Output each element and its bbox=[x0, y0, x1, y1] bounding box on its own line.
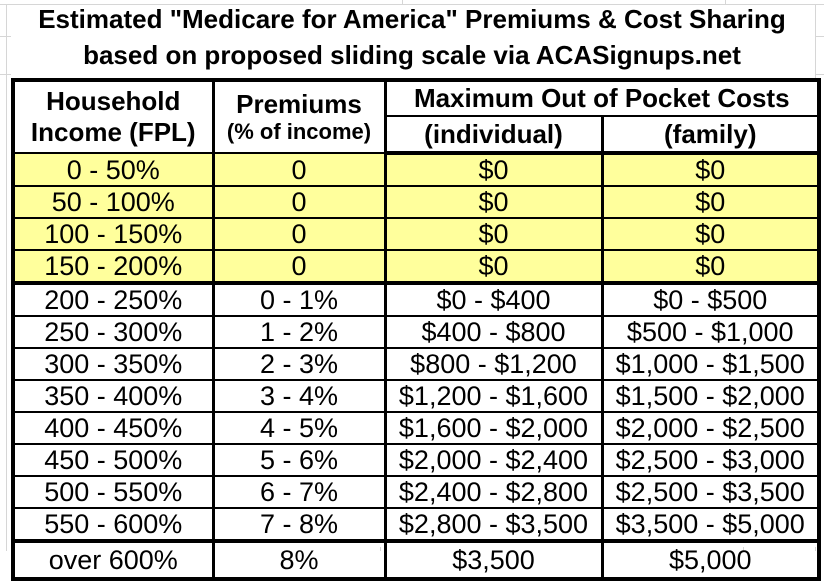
table-cell: 0 - 1% bbox=[211, 282, 387, 317]
table-cell: 250 - 300% bbox=[11, 315, 215, 349]
table-cell: $1,500 - $2,000 bbox=[600, 379, 821, 413]
premiums-label: Premiums bbox=[236, 88, 362, 119]
table-cell: $0 bbox=[600, 185, 821, 219]
table-title: Estimated "Medicare for America" Premium… bbox=[38, 4, 786, 34]
spreadsheet-gridline bbox=[402, 0, 403, 4]
column-header-family: (family) bbox=[600, 115, 821, 155]
table-cell: $2,500 - $3,500 bbox=[600, 475, 821, 509]
table-row: 350 - 400% 3 - 4% $1,200 - $1,600 $1,500 - … bbox=[11, 379, 821, 413]
column-header-household-income: Household Income (FPL) bbox=[11, 79, 215, 154]
header-row-top: Household Income (FPL) Premiums (% of in… bbox=[11, 79, 821, 154]
table-header: Household Income (FPL) Premiums (% of in… bbox=[11, 79, 821, 155]
table-cell: 8% bbox=[211, 540, 387, 580]
table-row: 450 - 500% 5 - 6% $2,000 - $2,400 $2,500 - … bbox=[11, 443, 821, 477]
table-cell: 0 bbox=[211, 185, 387, 219]
table-cell: $2,400 - $2,800 bbox=[383, 475, 604, 509]
table-row: 250 - 300% 1 - 2% $400 - $800 $500 - $1,000 bbox=[11, 315, 821, 349]
column-header-max-oop-group: Maximum Out of Pocket Costs bbox=[383, 79, 821, 117]
premiums-cost-sharing-table: Household Income (FPL) Premiums (% of in… bbox=[11, 78, 821, 581]
table-row: 0 - 50% 0 $0 $0 bbox=[11, 152, 821, 187]
table-row: 150 - 200% 0 $0 $0 bbox=[11, 249, 821, 285]
table-cell: 5 - 6% bbox=[211, 443, 387, 477]
table-cell: $2,000 - $2,500 bbox=[600, 411, 821, 445]
table-cell: $1,000 - $1,500 bbox=[600, 347, 821, 381]
table-cell: 350 - 400% bbox=[11, 379, 215, 413]
table-cell: 100 - 150% bbox=[11, 217, 215, 251]
column-header-premiums: Premiums (% of income) bbox=[211, 79, 387, 154]
column-header-individual: (individual) bbox=[383, 115, 604, 155]
table-cell: $0 bbox=[383, 217, 604, 251]
table-cell: $2,500 - $3,000 bbox=[600, 443, 821, 477]
table-cell: $500 - $1,000 bbox=[600, 315, 821, 349]
table-cell: 200 - 250% bbox=[11, 282, 215, 317]
table-cell: 400 - 450% bbox=[11, 411, 215, 445]
spreadsheet-gridline bbox=[0, 36, 11, 37]
table-cell: $0 - $400 bbox=[383, 282, 604, 317]
header-row-sub: (individual) (family) bbox=[13, 115, 821, 155]
table-cell: 2 - 3% bbox=[211, 347, 387, 381]
table-cell: 6 - 7% bbox=[211, 475, 387, 509]
table-row: 550 - 600% 7 - 8% $2,800 - $3,500 $3,500 - … bbox=[11, 507, 821, 543]
table-cell: $0 - $500 bbox=[600, 282, 821, 317]
table-cell: 0 - 50% bbox=[11, 152, 215, 187]
spreadsheet-gridline bbox=[725, 0, 726, 4]
table-row: 100 - 150% 0 $0 $0 bbox=[11, 217, 821, 251]
table-body: 0 - 50% 0 $0 $0 50 - 100% 0 $0 $0 100 - 150% 0 $0 $… bbox=[11, 152, 821, 580]
household-income-label-line1: Household bbox=[46, 86, 181, 116]
table-row: 50 - 100% 0 $0 $0 bbox=[11, 185, 821, 219]
table-cell: $800 - $1,200 bbox=[383, 347, 604, 381]
table-cell: 0 bbox=[211, 249, 387, 285]
table-cell: $0 bbox=[383, 249, 604, 285]
table-cell: over 600% bbox=[11, 540, 215, 580]
table-cell: $0 bbox=[383, 185, 604, 219]
table-cell: $3,500 bbox=[383, 540, 604, 580]
table-row: 400 - 450% 4 - 5% $1,600 - $2,000 $2,000 - … bbox=[11, 411, 821, 445]
table-cell: $0 bbox=[600, 152, 821, 187]
table-cell: $400 - $800 bbox=[383, 315, 604, 349]
household-income-label-line2: Income (FPL) bbox=[30, 117, 196, 147]
spreadsheet-gridline bbox=[815, 74, 824, 75]
table-cell: $1,200 - $1,600 bbox=[383, 379, 604, 413]
table-cell: $2,800 - $3,500 bbox=[383, 507, 604, 543]
table-row: 200 - 250% 0 - 1% $0 - $400 $0 - $500 bbox=[11, 282, 821, 317]
table-cell: 3 - 4% bbox=[211, 379, 387, 413]
table-cell: 7 - 8% bbox=[211, 507, 387, 543]
table-cell: $0 bbox=[600, 217, 821, 251]
table-cell: 500 - 550% bbox=[11, 475, 215, 509]
table-cell: 4 - 5% bbox=[211, 411, 387, 445]
spreadsheet-gridline bbox=[0, 4, 824, 5]
table-row: 500 - 550% 6 - 7% $2,400 - $2,800 $2,500 - … bbox=[11, 475, 821, 509]
premiums-sublabel: (% of income) bbox=[226, 118, 372, 144]
table-cell: $5,000 bbox=[600, 540, 821, 580]
table-cell: 50 - 100% bbox=[11, 185, 215, 219]
table-cell: $0 bbox=[600, 249, 821, 285]
table-cell: $0 bbox=[383, 152, 604, 187]
table-row: 300 - 350% 2 - 3% $800 - $1,200 $1,000 - $1… bbox=[11, 347, 821, 381]
spreadsheet-gridline bbox=[815, 4, 816, 78]
table-subtitle: based on proposed sliding scale via ACAS… bbox=[83, 40, 741, 70]
table-cell: $2,000 - $2,400 bbox=[383, 443, 604, 477]
table-cell: 150 - 200% bbox=[11, 249, 215, 285]
table-cell: 300 - 350% bbox=[11, 347, 215, 381]
table-cell: 450 - 500% bbox=[11, 443, 215, 477]
table-cell: 0 bbox=[211, 152, 387, 187]
spreadsheet-gridline bbox=[815, 36, 824, 37]
table-cell: $1,600 - $2,000 bbox=[383, 411, 604, 445]
table-cell: 1 - 2% bbox=[211, 315, 387, 349]
spreadsheet-gridline bbox=[6, 4, 7, 551]
table-row: over 600% 8% $3,500 $5,000 bbox=[11, 540, 821, 580]
table-cell: 0 bbox=[211, 217, 387, 251]
spreadsheet-gridline bbox=[0, 74, 11, 75]
table-cell: $3,500 - $5,000 bbox=[600, 507, 821, 543]
table-cell: 550 - 600% bbox=[11, 507, 215, 543]
